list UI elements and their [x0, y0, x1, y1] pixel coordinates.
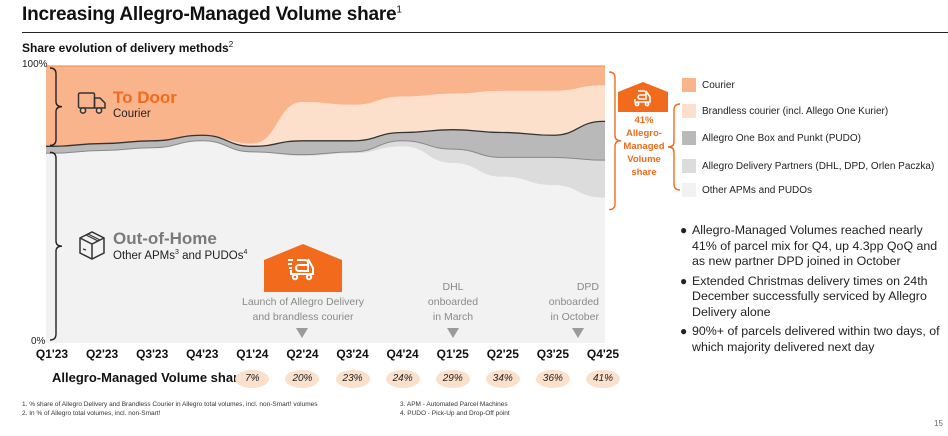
chart-subtitle: Share evolution of delivery methods2 — [22, 40, 234, 55]
launch-marker — [296, 328, 308, 338]
legend-item-onebox: Allegro One Box and Punkt (PUDO) — [682, 131, 861, 145]
out-of-home-subtitle: Other APMs3 and PUDOs4 — [113, 249, 248, 262]
to-door-boundary-line — [46, 120, 605, 147]
allegro-managed-icon — [618, 82, 668, 112]
x-tick-label: Q2'25 — [486, 347, 519, 361]
area-other — [46, 140, 605, 343]
x-tick-label: Q1'24 — [236, 347, 269, 361]
page-number: 15 — [934, 419, 943, 428]
out-of-home-brace — [49, 151, 63, 341]
to-door-brace — [49, 67, 63, 147]
x-tick-label: Q4'25 — [586, 347, 620, 361]
x-tick-label: Q4'24 — [386, 347, 419, 361]
area-brandless — [46, 85, 605, 147]
x-tick-label: Q1'25 — [436, 347, 469, 361]
legend-item-partners: Allegro Delivery Partners (DHL, DPD, Orl… — [682, 159, 934, 173]
legend-swatch — [682, 78, 696, 92]
footnote: 4. PUDO - Pick-Up and Drop-Off point — [400, 410, 510, 417]
footnote: 3. APM - Automated Parcel Machines — [400, 401, 508, 408]
ams-value-pill: 34% — [485, 370, 520, 388]
legend-swatch — [682, 183, 696, 197]
annotation-dpd: DPD onboarded in October — [548, 281, 599, 323]
page-title: Increasing Allegro-Managed Volume share1 — [22, 4, 402, 25]
y-tick-label: 0% — [31, 336, 46, 347]
area-partners — [46, 140, 605, 198]
annotation-dhl: DHL onboarded in March — [427, 281, 479, 323]
x-tick-label: Q2'24 — [286, 347, 319, 361]
x-tick-label: Q2'23 — [85, 347, 119, 361]
ams-value-pill: 24% — [385, 370, 420, 388]
key-points: ● Allegro-Managed Volumes reached nearly … — [680, 223, 940, 359]
dhl-marker — [447, 328, 459, 338]
ams-callout-text: 41% Allegro- Managed Volume share — [623, 115, 665, 178]
ams-row-label: Allegro-Managed Volume share — [52, 370, 246, 385]
x-tick-label: Q3'25 — [536, 347, 570, 361]
title-divider — [22, 32, 948, 33]
footnote: 1. % share of Allegro Delivery and Brand… — [22, 401, 318, 408]
legend-item-brandless: Brandless courier (incl. Allego One Kuri… — [682, 104, 888, 118]
ams-value-pill: 29% — [435, 370, 470, 388]
x-tick-label: Q3'23 — [136, 347, 169, 361]
truck-icon — [77, 92, 106, 114]
legend-swatch — [682, 159, 696, 173]
ams-value-pill: 41% — [586, 370, 620, 388]
legend-ams-brace — [667, 103, 681, 191]
y-tick-label: 100% — [22, 59, 48, 70]
footnote: 2. In % of Allegro total volumes, incl. … — [22, 410, 161, 417]
bullet-point: ● Extended Christmas delivery times on 24… — [680, 273, 928, 319]
allegro-delivery-icon — [264, 244, 342, 292]
dpd-marker — [572, 328, 584, 338]
x-tick-label: Q3'24 — [336, 347, 369, 361]
to-door-title: To Door — [113, 88, 177, 107]
area-courier — [46, 66, 605, 147]
ams-value-pill: 36% — [535, 370, 570, 388]
legend-item-courier: Courier — [682, 78, 735, 92]
legend-swatch — [682, 131, 696, 145]
annotation-launch: Launch of Allegro Delivery and brandless … — [242, 296, 364, 323]
ams-value-pill: 20% — [285, 370, 320, 388]
ams-value-pill: 7% — [235, 370, 270, 388]
legend-swatch — [682, 104, 696, 118]
x-tick-label: Q4'23 — [186, 347, 219, 361]
to-door-subtitle: Courier — [113, 108, 151, 120]
bullet-point: ● Allegro-Managed Volumes reached nearly … — [680, 223, 938, 268]
ams-brace — [608, 71, 622, 211]
bullet-point: ● 90%+ of parcels delivered within two da… — [680, 324, 940, 354]
legend-item-other: Other APMs and PUDOs — [682, 183, 812, 197]
x-tick-label: Q1'23 — [35, 347, 69, 361]
box-icon — [79, 231, 105, 260]
onebox-boundary-line — [45, 140, 605, 161]
ams-value-pill: 23% — [335, 370, 370, 388]
out-of-home-title: Out-of-Home — [113, 229, 217, 248]
